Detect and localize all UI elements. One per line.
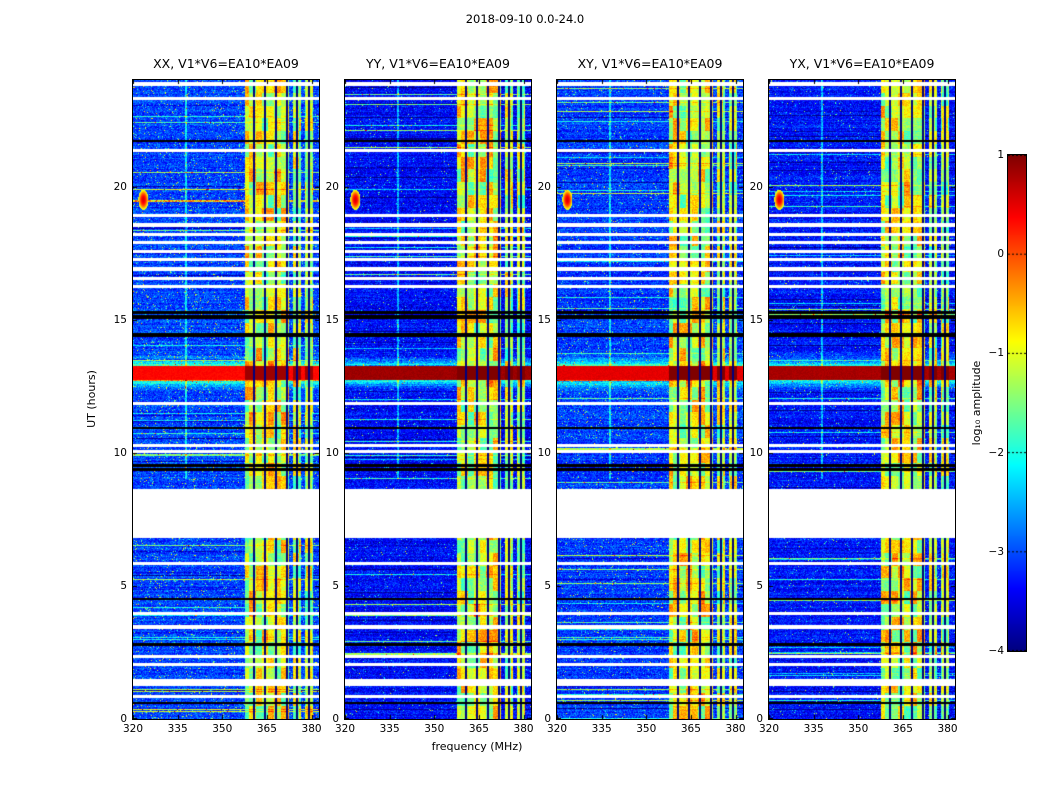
y-tick-label: 5 bbox=[332, 579, 339, 592]
spectrogram-canvas bbox=[133, 80, 319, 719]
y-tick-label: 10 bbox=[113, 446, 127, 459]
x-tick-label: 335 bbox=[591, 723, 612, 735]
y-tick-label: 0 bbox=[756, 713, 763, 725]
x-tick-label: 335 bbox=[167, 723, 188, 735]
colorbar-tick-label: 1 bbox=[997, 149, 1004, 161]
spectrogram-panel bbox=[556, 79, 744, 720]
spectrogram-panel bbox=[132, 79, 320, 720]
x-tick-label: 380 bbox=[725, 723, 746, 735]
x-tick-label: 380 bbox=[937, 723, 958, 735]
x-tick-label: 365 bbox=[892, 723, 913, 735]
x-axis-label: frequency (MHz) bbox=[431, 740, 523, 753]
figure-title: 2018-09-10 0.0-24.0 bbox=[465, 12, 585, 26]
y-tick-label: 10 bbox=[749, 446, 763, 459]
y-tick-label: 10 bbox=[325, 446, 339, 459]
x-tick-label: 365 bbox=[468, 723, 489, 735]
colorbar-tick-label: −3 bbox=[988, 545, 1004, 558]
y-tick-label: 15 bbox=[113, 313, 127, 326]
colorbar-gradient bbox=[1008, 155, 1026, 651]
y-tick-label: 5 bbox=[120, 579, 127, 592]
colorbar bbox=[1007, 154, 1027, 652]
y-tick-label: 0 bbox=[544, 713, 551, 725]
y-tick-label: 5 bbox=[756, 579, 763, 592]
colorbar-tick-label: −1 bbox=[988, 347, 1004, 360]
y-tick-label: 20 bbox=[113, 180, 127, 193]
x-tick-label: 380 bbox=[301, 723, 322, 735]
x-tick-label: 335 bbox=[803, 723, 824, 735]
panel-title: XY, V1*V6=EA10*EA09 bbox=[577, 56, 723, 71]
y-axis-label: UT (hours) bbox=[85, 370, 98, 428]
colorbar-tick-label: −4 bbox=[988, 645, 1004, 657]
x-tick-label: 350 bbox=[636, 723, 657, 735]
spectrogram-panel bbox=[344, 79, 532, 720]
panel-title: YY, V1*V6=EA10*EA09 bbox=[366, 56, 510, 71]
panel-title: YX, V1*V6=EA10*EA09 bbox=[789, 56, 935, 71]
x-tick-label: 335 bbox=[379, 723, 400, 735]
x-tick-label: 320 bbox=[334, 723, 356, 735]
y-tick-label: 20 bbox=[749, 180, 763, 193]
spectrogram-canvas bbox=[557, 80, 743, 719]
y-tick-label: 20 bbox=[537, 180, 551, 193]
x-tick-label: 350 bbox=[848, 723, 869, 735]
x-tick-label: 350 bbox=[424, 723, 445, 735]
colorbar-tick-label: −2 bbox=[988, 446, 1004, 459]
x-tick-label: 350 bbox=[212, 723, 233, 735]
y-tick-label: 15 bbox=[325, 313, 339, 326]
y-tick-label: 5 bbox=[544, 579, 551, 592]
spectrogram-panel bbox=[768, 79, 956, 720]
x-tick-label: 365 bbox=[256, 723, 277, 735]
spectrogram-canvas bbox=[769, 80, 955, 719]
colorbar-tick-label: 0 bbox=[997, 248, 1004, 261]
y-tick-label: 15 bbox=[537, 313, 551, 326]
x-tick-label: 320 bbox=[758, 723, 780, 735]
y-tick-label: 10 bbox=[537, 446, 551, 459]
x-tick-label: 380 bbox=[513, 723, 534, 735]
colorbar-label: log₁₀ amplitude bbox=[970, 360, 983, 446]
x-tick-label: 320 bbox=[546, 723, 568, 735]
y-tick-label: 15 bbox=[749, 313, 763, 326]
x-tick-label: 320 bbox=[122, 723, 144, 735]
spectrogram-canvas bbox=[345, 80, 531, 719]
y-tick-label: 0 bbox=[332, 713, 339, 725]
panel-title: XX, V1*V6=EA10*EA09 bbox=[153, 56, 299, 71]
x-tick-label: 365 bbox=[680, 723, 701, 735]
y-tick-label: 20 bbox=[325, 180, 339, 193]
y-tick-label: 0 bbox=[120, 713, 127, 725]
